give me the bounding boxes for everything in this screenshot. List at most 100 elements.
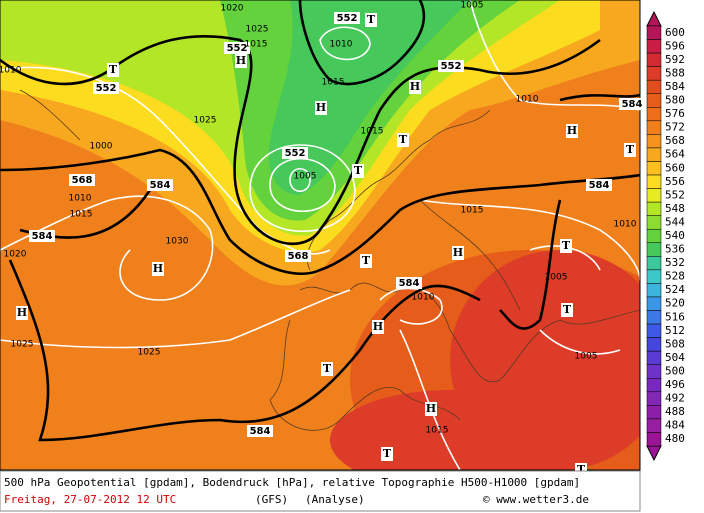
scale-label: 496 bbox=[665, 378, 685, 391]
pressure-center-box bbox=[372, 320, 384, 334]
scale-label: 512 bbox=[665, 324, 685, 337]
geopotential-label: 568 bbox=[72, 175, 93, 186]
scale-label: 588 bbox=[665, 66, 685, 79]
pressure-center-box bbox=[381, 447, 393, 461]
contour-label-box bbox=[285, 250, 311, 262]
scale-swatch bbox=[646, 323, 662, 338]
contour-label-box bbox=[147, 179, 173, 191]
scale-swatch bbox=[646, 228, 662, 244]
pressure-center: T bbox=[577, 463, 586, 476]
pressure-center: H bbox=[453, 246, 463, 259]
geopotential-label: 552 bbox=[227, 43, 248, 54]
footer-source: © www.wetter3.de bbox=[483, 493, 589, 506]
isobar-label: 1005 bbox=[545, 273, 568, 283]
pressure-center-box bbox=[624, 143, 636, 157]
pressure-center: T bbox=[362, 254, 371, 267]
geopotential-label: 584 bbox=[622, 99, 643, 110]
pressure-center-box bbox=[425, 402, 437, 416]
color-scale: 6005965925885845805765725685645605565525… bbox=[646, 10, 685, 462]
pressure-center-box bbox=[321, 362, 333, 376]
geopotential-label: 552 bbox=[337, 13, 358, 24]
isobar-label: 1025 bbox=[246, 25, 269, 35]
pressure-center-box bbox=[452, 246, 464, 260]
pressure-center: T bbox=[109, 63, 118, 76]
geopotential-label: 552 bbox=[441, 61, 462, 72]
isobar-label: 1025 bbox=[11, 340, 34, 350]
scale-swatch bbox=[646, 107, 662, 122]
isobar-label: 1010 bbox=[614, 220, 637, 230]
scale-swatch bbox=[646, 134, 662, 149]
scale-label: 584 bbox=[665, 80, 685, 93]
scale-label: 592 bbox=[665, 53, 685, 66]
contour-label-box bbox=[247, 425, 273, 437]
contour-label-box bbox=[438, 60, 464, 72]
pressure-center: T bbox=[399, 133, 408, 146]
pressure-center: H bbox=[426, 402, 436, 415]
scale-label: 532 bbox=[665, 256, 685, 269]
pressure-center: T bbox=[354, 164, 363, 177]
scale-label: 484 bbox=[665, 419, 685, 432]
isobar-label: 1015 bbox=[361, 127, 384, 137]
scale-label: 580 bbox=[665, 94, 685, 107]
contour-label-box bbox=[334, 12, 360, 24]
geopotential-label: 584 bbox=[150, 180, 171, 191]
isobar-label: 1025 bbox=[138, 348, 161, 358]
scale-label: 516 bbox=[665, 310, 685, 323]
pressure-center: T bbox=[383, 447, 392, 460]
scale-swatch bbox=[646, 337, 662, 352]
scale-swatch bbox=[646, 242, 662, 257]
scale-label: 520 bbox=[665, 297, 685, 310]
pressure-center-box bbox=[360, 254, 372, 268]
pressure-center: H bbox=[567, 124, 577, 137]
scale-label: 500 bbox=[665, 364, 685, 377]
zone-536 bbox=[268, 0, 470, 195]
scale-label: 492 bbox=[665, 392, 685, 405]
contour-label-box bbox=[282, 147, 308, 159]
isobars bbox=[0, 0, 640, 470]
scale-label: 596 bbox=[665, 39, 685, 52]
scale-label: 572 bbox=[665, 121, 685, 134]
isobar-label: 1015 bbox=[245, 40, 268, 50]
pressure-center-box bbox=[315, 101, 327, 115]
scale-swatch bbox=[646, 66, 662, 81]
pressure-center-box bbox=[107, 63, 119, 77]
scale-swatch bbox=[646, 432, 662, 447]
footer-date: Freitag, 27-07-2012 12 UTC bbox=[4, 493, 176, 506]
scale-swatch bbox=[646, 296, 662, 311]
isobar-label: 1030 bbox=[166, 237, 189, 247]
scale-swatch bbox=[646, 364, 662, 379]
pressure-center-box bbox=[16, 306, 28, 320]
scale-swatch bbox=[646, 269, 662, 284]
geopotential-label: 584 bbox=[399, 278, 420, 289]
scale-label: 536 bbox=[665, 243, 685, 256]
scale-swatch bbox=[646, 52, 662, 67]
contour-label-box bbox=[93, 82, 119, 94]
scale-swatch bbox=[646, 25, 662, 40]
pressure-center: T bbox=[367, 13, 376, 26]
pressure-center: H bbox=[17, 306, 27, 319]
pressure-center: H bbox=[373, 320, 383, 333]
scale-swatch bbox=[646, 79, 662, 94]
contour-label-box bbox=[29, 230, 55, 242]
scale-label: 552 bbox=[665, 188, 685, 201]
pressure-center: H bbox=[316, 101, 326, 114]
pressure-center: T bbox=[323, 362, 332, 375]
scale-label: 564 bbox=[665, 148, 685, 161]
scale-swatch bbox=[646, 174, 662, 189]
pressure-center: T bbox=[562, 239, 571, 252]
isobar-label: 1025 bbox=[194, 116, 217, 126]
scale-label: 560 bbox=[665, 161, 685, 174]
scale-label: 524 bbox=[665, 283, 685, 296]
isobar-label: 1020 bbox=[4, 250, 27, 260]
scale-swatch bbox=[646, 283, 662, 298]
scale-label: 508 bbox=[665, 337, 685, 350]
geopotential-label: 552 bbox=[96, 83, 117, 94]
scale-swatch bbox=[646, 378, 662, 393]
pressure-center-box bbox=[152, 262, 164, 276]
pressure-center-box bbox=[409, 80, 421, 94]
pressure-center-box bbox=[566, 124, 578, 138]
isobar-label: 1010 bbox=[0, 66, 22, 76]
scale-label: 528 bbox=[665, 270, 685, 283]
